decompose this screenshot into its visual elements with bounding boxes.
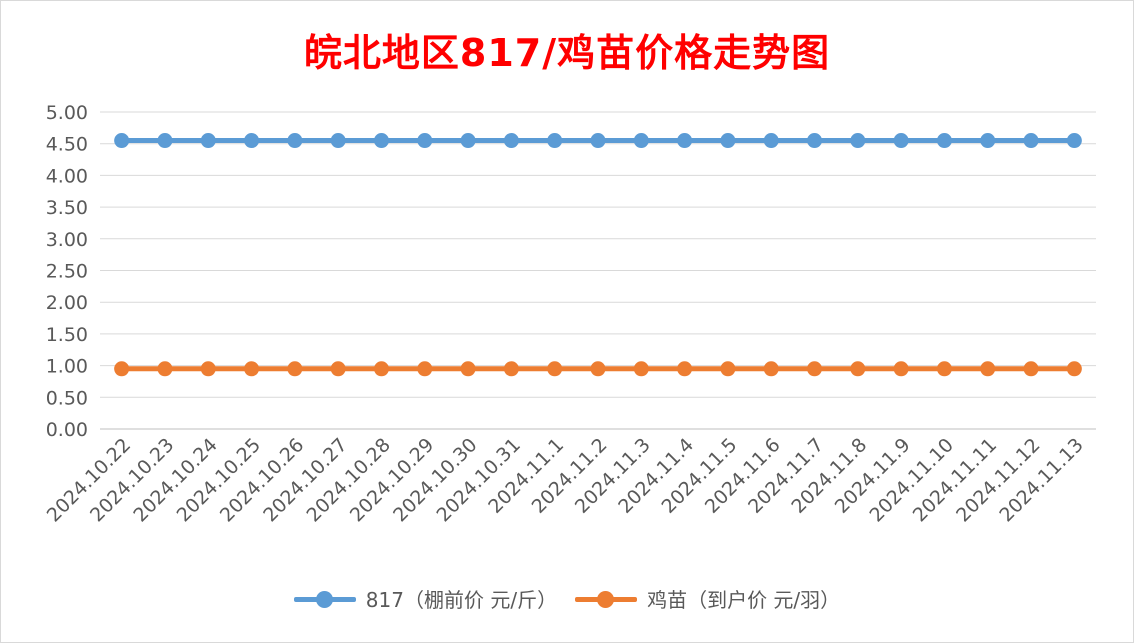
data-point[interactable] bbox=[720, 133, 736, 149]
data-point[interactable] bbox=[590, 361, 606, 377]
legend-label-chick: 鸡苗（到户价 元/羽） bbox=[647, 588, 841, 612]
data-point[interactable] bbox=[244, 361, 260, 377]
data-point[interactable] bbox=[200, 133, 216, 149]
data-point[interactable] bbox=[114, 361, 130, 377]
data-point[interactable] bbox=[373, 133, 389, 149]
data-point[interactable] bbox=[807, 361, 823, 377]
y-tick-label: 1.50 bbox=[46, 324, 88, 346]
legend-dot bbox=[315, 590, 333, 608]
data-point[interactable] bbox=[590, 133, 606, 149]
y-tick-label: 1.00 bbox=[46, 356, 88, 378]
y-tick-label: 0.00 bbox=[46, 419, 88, 441]
data-point[interactable] bbox=[633, 133, 649, 149]
data-point[interactable] bbox=[460, 133, 476, 149]
data-point[interactable] bbox=[1066, 133, 1082, 149]
series-layer bbox=[114, 133, 1082, 377]
data-point[interactable] bbox=[1023, 361, 1039, 377]
data-point[interactable] bbox=[503, 133, 519, 149]
y-tick-label: 3.00 bbox=[46, 229, 88, 251]
data-point[interactable] bbox=[850, 361, 866, 377]
data-point[interactable] bbox=[1066, 361, 1082, 377]
data-point[interactable] bbox=[547, 361, 563, 377]
legend: 817（棚前价 元/斤） 鸡苗（到户价 元/羽） bbox=[0, 584, 1134, 613]
data-point[interactable] bbox=[980, 133, 996, 149]
legend-item-chick[interactable]: 鸡苗（到户价 元/羽） bbox=[575, 584, 840, 613]
series-0 bbox=[114, 133, 1082, 149]
chart-title: 皖北地区817/鸡苗价格走势图 bbox=[303, 31, 831, 75]
data-point[interactable] bbox=[893, 361, 909, 377]
legend-marker-icon bbox=[293, 589, 356, 609]
data-point[interactable] bbox=[547, 133, 563, 149]
legend-label-817: 817（棚前价 元/斤） bbox=[365, 588, 558, 612]
data-point[interactable] bbox=[677, 361, 693, 377]
legend-marker-icon bbox=[575, 589, 638, 609]
data-point[interactable] bbox=[720, 361, 736, 377]
data-point[interactable] bbox=[850, 133, 866, 149]
data-point[interactable] bbox=[763, 133, 779, 149]
data-point[interactable] bbox=[893, 133, 909, 149]
legend-dot bbox=[597, 590, 615, 608]
y-tick-label: 2.50 bbox=[46, 261, 88, 283]
data-point[interactable] bbox=[503, 361, 519, 377]
data-point[interactable] bbox=[1023, 133, 1039, 149]
y-tick-label: 4.50 bbox=[46, 134, 88, 156]
data-point[interactable] bbox=[460, 361, 476, 377]
legend-item-817[interactable]: 817（棚前价 元/斤） bbox=[293, 584, 558, 613]
y-tick-label: 5.00 bbox=[46, 102, 88, 124]
data-point[interactable] bbox=[936, 361, 952, 377]
data-point[interactable] bbox=[157, 133, 173, 149]
data-point[interactable] bbox=[936, 133, 952, 149]
data-point[interactable] bbox=[287, 361, 303, 377]
y-tick-label: 2.00 bbox=[46, 292, 88, 314]
gridlines bbox=[100, 111, 1096, 430]
data-point[interactable] bbox=[633, 361, 649, 377]
y-axis-ticks: 0.00 0.50 1.00 1.50 2.00 2.50 3.00 3.50 4.00 4.50… bbox=[46, 102, 88, 441]
data-point[interactable] bbox=[287, 133, 303, 149]
data-point[interactable] bbox=[244, 133, 260, 149]
data-point[interactable] bbox=[157, 361, 173, 377]
series-1 bbox=[114, 361, 1082, 377]
data-point[interactable] bbox=[373, 361, 389, 377]
y-tick-label: 3.50 bbox=[46, 197, 88, 219]
x-axis-ticks: 2024.10.222024.10.232024.10.242024.10.25… bbox=[43, 434, 1088, 526]
data-point[interactable] bbox=[330, 361, 346, 377]
data-point[interactable] bbox=[763, 361, 779, 377]
data-point[interactable] bbox=[677, 133, 693, 149]
data-point[interactable] bbox=[330, 133, 346, 149]
data-point[interactable] bbox=[114, 133, 130, 149]
y-tick-label: 4.00 bbox=[46, 165, 88, 187]
data-point[interactable] bbox=[417, 361, 433, 377]
y-tick-label: 0.50 bbox=[46, 387, 88, 409]
data-point[interactable] bbox=[200, 361, 216, 377]
data-point[interactable] bbox=[807, 133, 823, 149]
data-point[interactable] bbox=[980, 361, 996, 377]
data-point[interactable] bbox=[417, 133, 433, 149]
